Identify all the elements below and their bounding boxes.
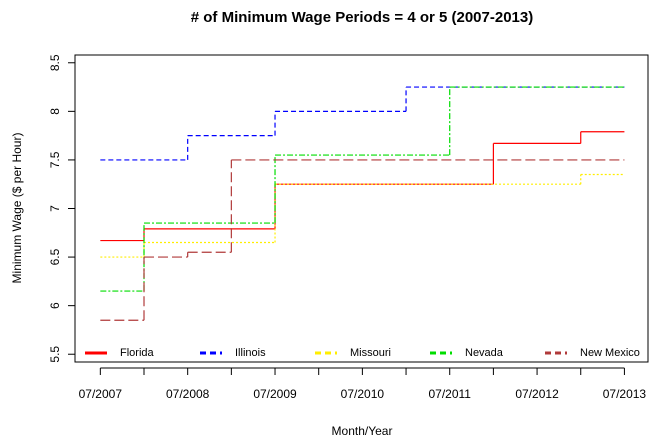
- chart-title: # of Minimum Wage Periods = 4 or 5 (2007…: [191, 9, 533, 26]
- y-tick-label: 8.5: [48, 54, 62, 71]
- y-tick-label: 6.5: [48, 248, 62, 265]
- plot-frame: [74, 54, 649, 363]
- y-axis-label: Minimum Wage ($ per Hour): [10, 133, 24, 284]
- y-tick-label: 5.5: [48, 346, 62, 363]
- x-tick-label: 07/2011: [428, 387, 471, 401]
- x-tick-label: 07/2010: [341, 387, 385, 401]
- x-axis-label: Month/Year: [332, 424, 393, 438]
- x-tick-label: 07/2008: [166, 387, 210, 401]
- legend-label: Illinois: [235, 347, 266, 359]
- legend-label: Nevada: [465, 347, 504, 359]
- x-tick-label: 07/2013: [603, 387, 647, 401]
- x-tick-label: 07/2009: [253, 387, 297, 401]
- legend-label: Missouri: [350, 347, 391, 359]
- x-tick-label: 07/2007: [79, 387, 123, 401]
- y-tick-label: 7: [48, 205, 62, 212]
- legend-label: New Mexico: [580, 347, 640, 359]
- legend-label: Florida: [120, 347, 155, 359]
- y-tick-label: 7.5: [48, 151, 62, 168]
- x-tick-label: 07/2012: [515, 387, 559, 401]
- y-tick-label: 8: [48, 108, 62, 115]
- y-tick-label: 6: [48, 302, 62, 309]
